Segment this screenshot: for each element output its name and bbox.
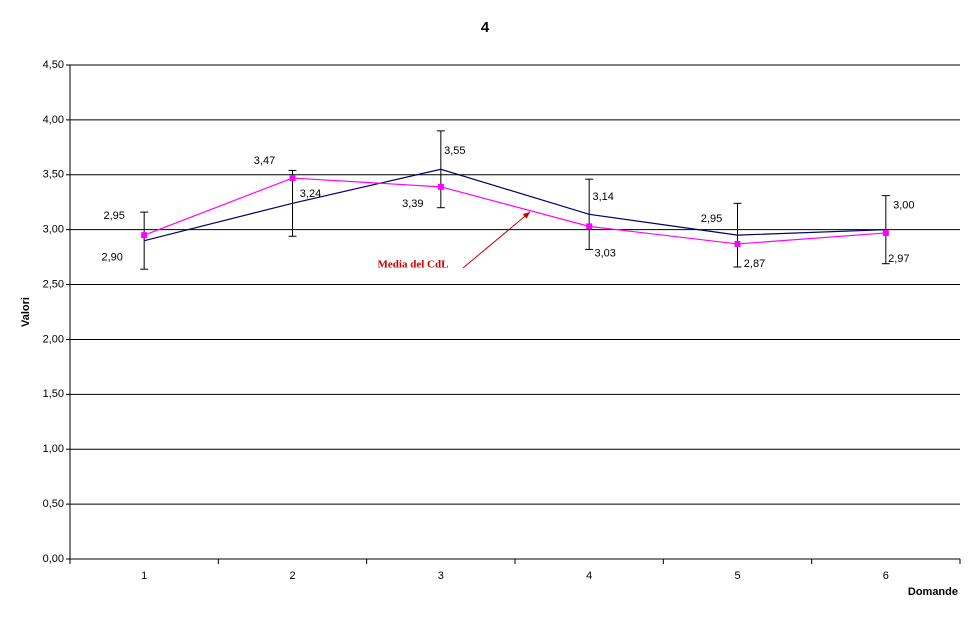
data-label: 2,97	[888, 253, 909, 265]
data-label: 2,90	[101, 252, 122, 264]
y-tick-label: 4,00	[43, 114, 64, 126]
x-tick-label: 6	[883, 570, 889, 582]
annotation: Media del CdL	[378, 259, 449, 271]
series-line	[144, 168, 886, 242]
data-label: 3,00	[893, 200, 914, 212]
marker	[289, 175, 296, 182]
x-tick-label: 4	[586, 570, 592, 582]
x-tick-label: 3	[438, 570, 444, 582]
marker	[141, 232, 148, 239]
marker	[882, 229, 889, 236]
data-label: 3,03	[594, 247, 615, 259]
data-label: 3,39	[402, 198, 423, 210]
data-label: 3,14	[592, 191, 613, 203]
y-tick-label: 2,00	[43, 333, 64, 345]
y-tick-label: 0,00	[43, 553, 64, 565]
x-tick-label: 5	[734, 570, 740, 582]
annotation-arrow	[462, 211, 531, 269]
data-label: 3,47	[254, 155, 275, 167]
y-tick-label: 1,00	[43, 443, 64, 455]
y-tick-label: 2,50	[43, 278, 64, 290]
x-tick-label: 1	[141, 570, 147, 582]
x-tick-label: 2	[289, 570, 295, 582]
y-tick-label: 3,00	[43, 224, 64, 236]
data-label: 2,87	[744, 258, 765, 270]
y-tick-label: 1,50	[43, 388, 64, 400]
data-label: 2,95	[701, 213, 722, 225]
y-tick-label: 4,50	[43, 59, 64, 71]
data-label: 2,95	[103, 210, 124, 222]
series-line	[143, 177, 886, 245]
marker	[586, 223, 593, 230]
data-label: 3,24	[300, 188, 321, 200]
marker	[734, 240, 741, 247]
y-tick-label: 3,50	[43, 169, 64, 181]
y-tick-label: 0,50	[43, 498, 64, 510]
marker	[437, 183, 444, 190]
chart-title: 4	[481, 19, 490, 36]
data-label: 3,55	[444, 145, 465, 157]
y-axis-label: Valori	[20, 297, 32, 327]
x-axis-label: Domande	[908, 586, 958, 598]
